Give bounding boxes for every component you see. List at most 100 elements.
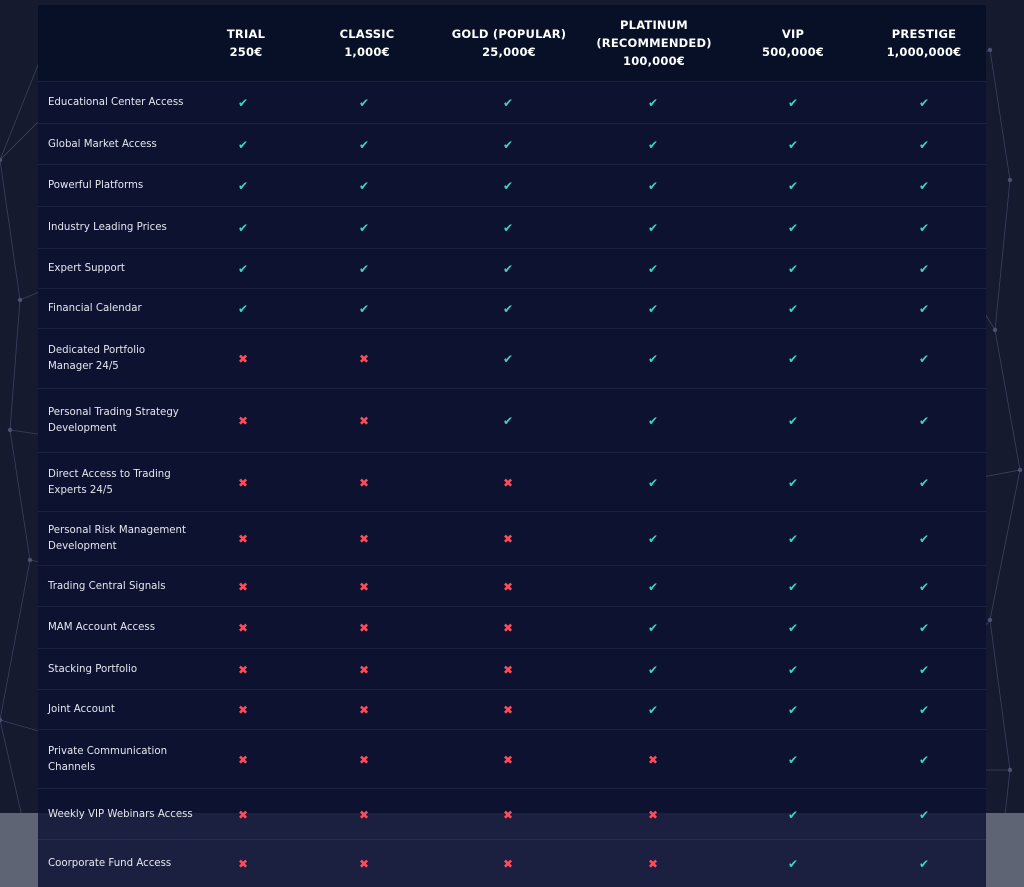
check-icon: ✔ [918,621,930,635]
check-icon: ✔ [918,662,930,677]
feature-row: Trading Central Signals ✖ ✖ ✖ ✔ ✔ ✔ [38,565,986,607]
network-node [27,557,33,563]
feature-label: Trading Central Signals [48,580,166,592]
cross-icon: ✖ [358,532,370,546]
check-icon: ✔ [787,137,799,152]
check-icon: ✔ [787,96,799,110]
check-icon: ✔ [502,302,514,316]
check-icon: ✔ [502,414,514,428]
check-icon: ✔ [918,137,930,152]
plan-name: PLATINUM [620,18,688,32]
cross-icon: ✖ [502,857,514,871]
cross-icon: ✖ [502,475,514,490]
plan-price: 250€ [229,45,263,59]
network-node [7,427,13,433]
feature-label: Personal Risk Management Development [48,525,187,552]
check-icon: ✔ [787,752,799,767]
check-icon: ✔ [918,703,930,717]
check-icon: ✔ [918,221,930,235]
check-icon: ✔ [787,532,799,546]
feature-label: Educational Center Access [48,97,184,108]
network-line [994,329,1021,471]
feature-row: Direct Access to Trading Experts 24/5 ✖ ✖ ✖… [38,452,986,512]
check-icon: ✔ [358,221,370,235]
cross-icon: ✖ [647,752,659,767]
check-icon: ✔ [647,352,659,366]
table-header: TRIAL 250€ CLASSIC 1,000€ GOLD (POPULAR) 25,0… [38,5,986,81]
cross-icon: ✖ [237,414,249,428]
check-icon: ✔ [647,302,659,316]
plan-name: VIP [781,27,805,41]
check-icon: ✔ [358,302,370,316]
pricing-comparison-table: TRIAL 250€ CLASSIC 1,000€ GOLD (POPULAR) 25,0… [38,5,986,887]
feature-row: Global Market Access ✔ ✔ ✔ ✔ ✔ ✔ [38,123,986,165]
check-icon: ✔ [237,96,249,110]
check-icon: ✔ [647,96,659,110]
cross-icon: ✖ [502,807,514,822]
check-icon: ✔ [787,857,799,871]
plan-name: CLASSIC [339,27,395,41]
cross-icon: ✖ [237,579,249,594]
feature-row: Private Communication Channels ✖ ✖ ✖ ✖ ✔ ✔ [38,729,986,789]
feature-label: Weekly VIP Webinars Access [48,808,193,820]
check-icon: ✔ [647,137,659,152]
cross-icon: ✖ [237,475,249,490]
feature-label: Global Market Access [48,138,157,150]
cross-icon: ✖ [647,857,659,871]
check-icon: ✔ [787,807,799,822]
cross-icon: ✖ [358,475,370,490]
network-line [0,559,31,721]
check-icon: ✔ [787,179,799,193]
check-icon: ✔ [502,352,514,366]
cross-icon: ✖ [502,579,514,594]
network-line [0,159,21,301]
plan-price: 25,000€ [482,45,536,59]
cross-icon: ✖ [358,703,370,717]
feature-label: Expert Support [48,263,125,274]
cross-icon: ✖ [502,621,514,635]
check-icon: ✔ [647,703,659,717]
check-icon: ✔ [787,414,799,428]
cross-icon: ✖ [237,857,249,871]
feature-label: Joint Account [48,704,115,715]
network-line [994,179,1011,331]
feature-label: Private Communication Channels [48,745,168,773]
check-icon: ✔ [358,96,370,110]
check-icon: ✔ [647,414,659,428]
check-icon: ✔ [358,179,370,193]
check-icon: ✔ [918,302,930,316]
plan-header-1: TRIAL 250€ [196,5,296,81]
check-icon: ✔ [918,414,930,428]
cross-icon: ✖ [237,662,249,677]
check-icon: ✔ [358,262,370,276]
check-icon: ✔ [787,475,799,490]
cross-icon: ✖ [358,752,370,767]
check-icon: ✔ [918,579,930,594]
network-line [0,719,26,831]
check-icon: ✔ [918,807,930,822]
cross-icon: ✖ [358,414,370,428]
cross-icon: ✖ [502,752,514,767]
check-icon: ✔ [502,179,514,193]
feature-label: MAM Account Access [48,622,156,633]
feature-row: Dedicated Portfolio Manager 24/5 ✖ ✖ ✔ ✔ ✔ ✔ [38,328,986,389]
cross-icon: ✖ [502,662,514,677]
check-icon: ✔ [647,475,659,490]
network-node [987,617,993,623]
check-icon: ✔ [237,137,249,152]
check-icon: ✔ [918,352,930,366]
check-icon: ✔ [502,96,514,110]
cross-icon: ✖ [237,621,249,635]
feature-row: Weekly VIP Webinars Access ✖ ✖ ✖ ✖ ✔ ✔ [38,788,986,840]
plan-price: 500,000€ [762,45,824,59]
network-line [989,619,1011,771]
cross-icon: ✖ [237,703,249,717]
cross-icon: ✖ [358,807,370,822]
cross-icon: ✖ [358,579,370,594]
feature-label: Personal Trading Strategy Development [48,407,179,434]
cross-icon: ✖ [502,532,514,546]
check-icon: ✔ [647,179,659,193]
check-icon: ✔ [787,221,799,235]
check-icon: ✔ [787,621,799,635]
feature-label: Powerful Platforms [48,180,144,191]
